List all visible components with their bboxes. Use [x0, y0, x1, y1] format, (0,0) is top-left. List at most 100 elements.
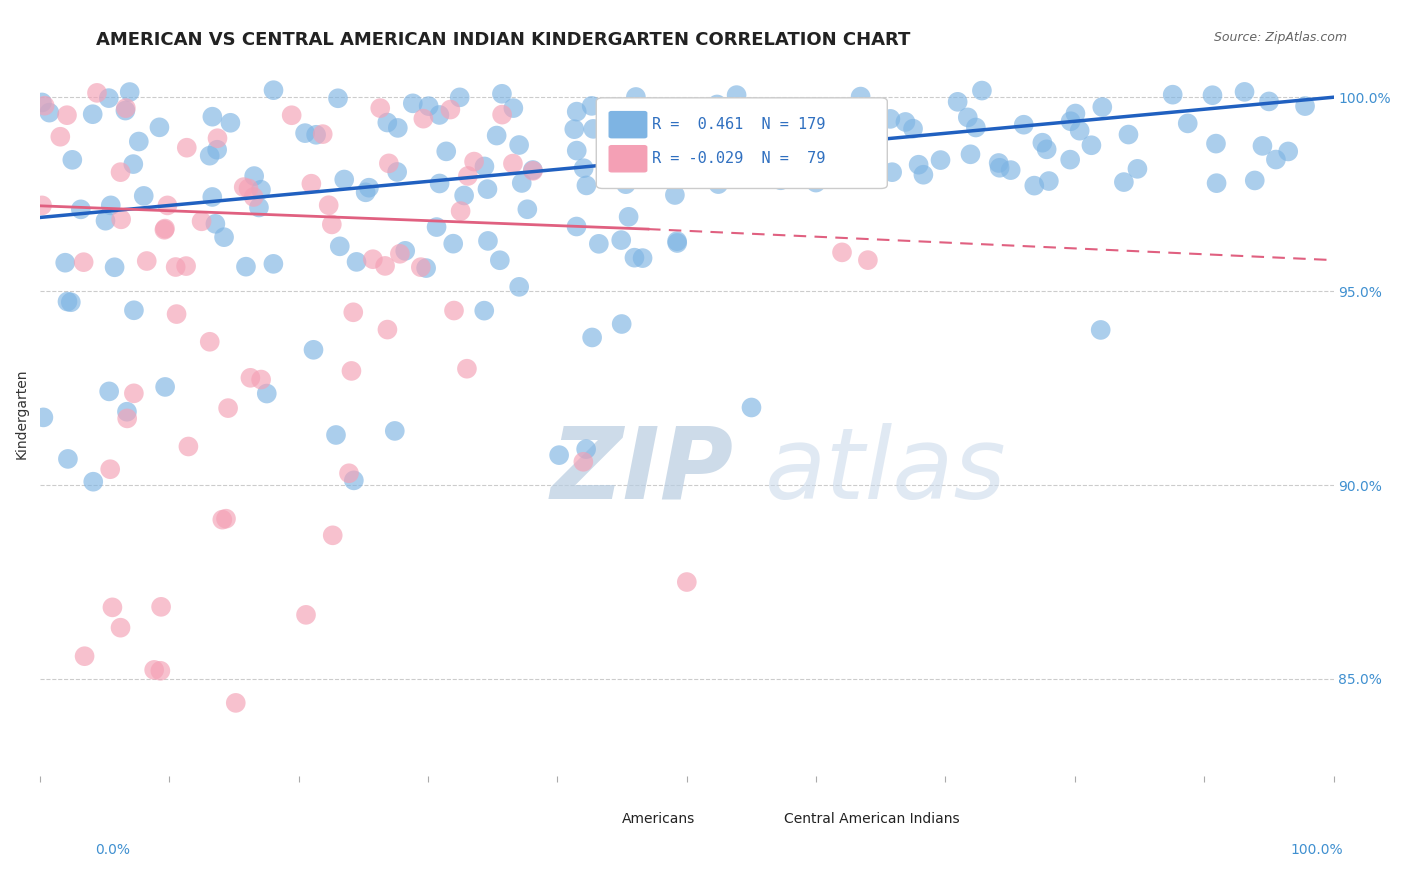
Point [457, 169, 479, 183]
Point [1091, 100, 1114, 114]
Point [412, 112, 434, 126]
Point [305, 128, 328, 142]
Point [581, 330, 603, 344]
Point [49, 129, 72, 144]
Point [177, 440, 200, 454]
Point [572, 161, 595, 176]
Point [242, 190, 264, 204]
Point [207, 131, 229, 145]
Point [1069, 124, 1091, 138]
Point [122, 157, 145, 171]
Point [879, 112, 901, 126]
Point [450, 204, 472, 219]
Point [115, 405, 138, 419]
Point [581, 99, 603, 113]
Point [987, 156, 1010, 170]
Point [115, 101, 138, 115]
Point [132, 189, 155, 203]
Point [256, 386, 278, 401]
Point [988, 161, 1011, 175]
Point [706, 97, 728, 112]
Point [965, 120, 987, 135]
Point [94, 213, 117, 227]
Point [666, 235, 689, 250]
Point [176, 141, 198, 155]
Point [118, 85, 141, 99]
Point [647, 152, 669, 166]
Point [434, 145, 457, 159]
Point [575, 178, 598, 193]
Point [1080, 138, 1102, 153]
Point [302, 343, 325, 357]
Point [582, 121, 605, 136]
Point [211, 513, 233, 527]
Point [69, 202, 91, 217]
Point [485, 128, 508, 143]
Point [326, 91, 349, 105]
Point [970, 84, 993, 98]
Point [678, 167, 700, 181]
Point [110, 621, 132, 635]
Point [449, 90, 471, 104]
Text: ZIP: ZIP [551, 423, 734, 520]
Text: 100.0%: 100.0% [1291, 843, 1343, 857]
Point [1112, 175, 1135, 189]
Point [502, 101, 524, 115]
Point [239, 371, 262, 385]
Point [219, 116, 242, 130]
Point [1000, 163, 1022, 178]
Point [205, 143, 228, 157]
Point [325, 428, 347, 442]
Point [295, 607, 318, 622]
Point [250, 373, 273, 387]
Point [614, 177, 637, 191]
Point [190, 214, 212, 228]
Point [217, 401, 239, 416]
Point [510, 176, 533, 190]
Point [346, 255, 368, 269]
Point [32, 410, 55, 425]
Point [882, 165, 904, 179]
Point [110, 165, 132, 179]
Point [522, 164, 544, 178]
Point [148, 120, 170, 135]
Point [415, 261, 437, 276]
Point [385, 165, 408, 179]
Point [143, 663, 166, 677]
Point [725, 88, 748, 103]
Point [1264, 153, 1286, 167]
Point [426, 220, 449, 235]
Point [342, 305, 364, 319]
Point [166, 307, 188, 321]
Point [321, 218, 343, 232]
Point [1024, 178, 1046, 193]
FancyBboxPatch shape [609, 145, 647, 172]
Point [374, 259, 396, 273]
Point [329, 239, 352, 253]
Point [1012, 118, 1035, 132]
Point [1205, 176, 1227, 190]
Point [491, 87, 513, 101]
Point [212, 230, 235, 244]
Point [704, 130, 727, 145]
FancyBboxPatch shape [574, 805, 616, 832]
Point [115, 411, 138, 425]
Point [1258, 95, 1281, 109]
Point [150, 599, 173, 614]
Point [384, 424, 406, 438]
Point [508, 138, 530, 153]
Point [894, 115, 917, 129]
Point [675, 575, 697, 590]
Point [644, 152, 666, 166]
Point [343, 474, 366, 488]
Point [56, 451, 79, 466]
Point [565, 144, 588, 158]
Point [769, 173, 792, 187]
Point [243, 169, 266, 183]
Point [262, 257, 284, 271]
Point [98, 462, 121, 476]
Point [664, 163, 686, 178]
Point [624, 90, 647, 104]
Point [387, 120, 409, 135]
Point [1031, 136, 1053, 150]
